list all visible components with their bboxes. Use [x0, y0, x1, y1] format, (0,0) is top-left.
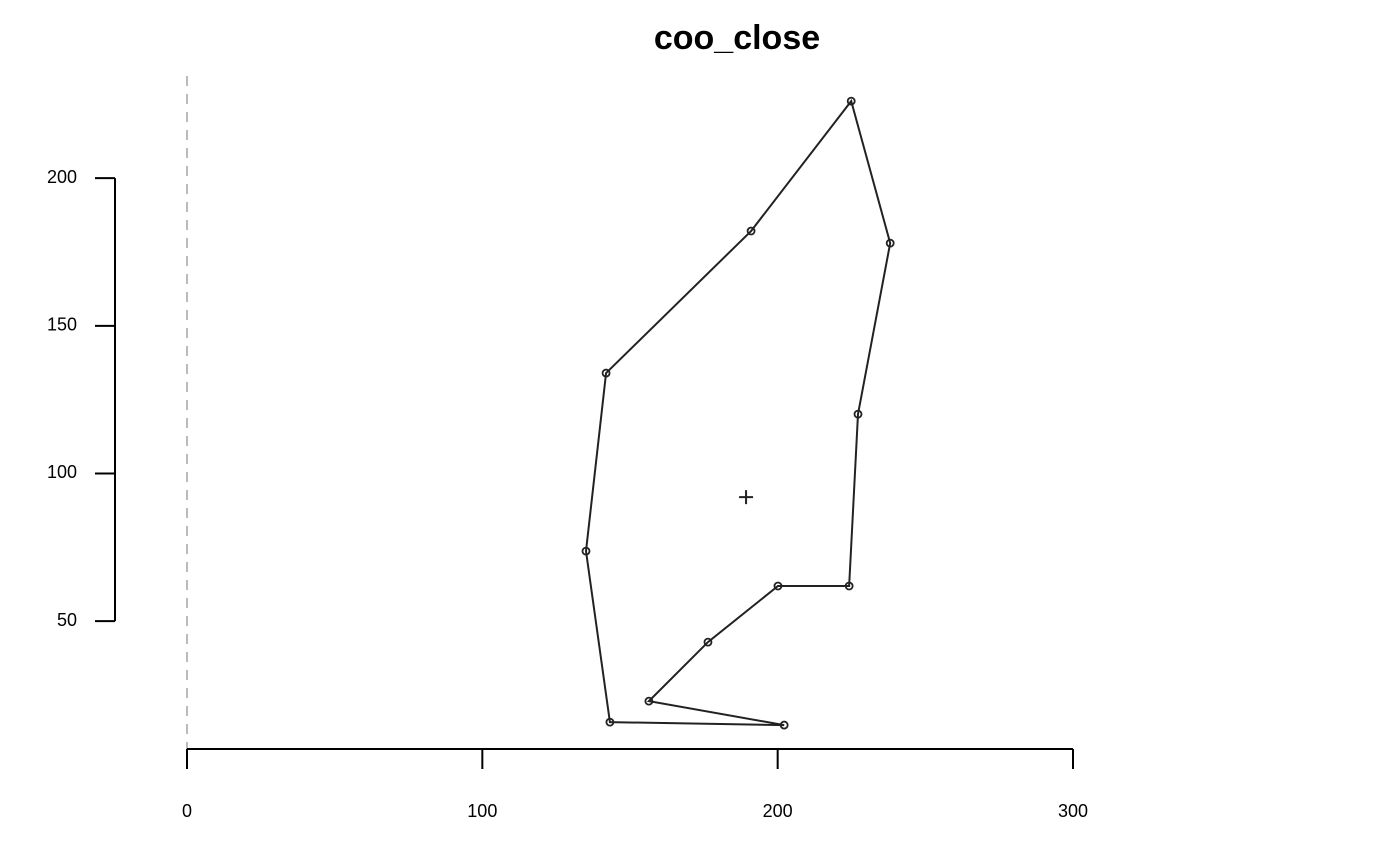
- point: [644, 696, 654, 706]
- y-tick-label: 150: [47, 315, 77, 335]
- centroid: [739, 490, 754, 505]
- x-tick-label: 0: [182, 801, 192, 821]
- point: [853, 409, 863, 419]
- point: [773, 581, 783, 591]
- point: [846, 96, 856, 106]
- y-tick-label: 200: [47, 167, 77, 187]
- outline: [584, 98, 892, 727]
- point: [746, 226, 756, 236]
- chart-title: coo_close: [654, 19, 820, 57]
- point: [703, 637, 713, 647]
- y-tick-label: 100: [47, 462, 77, 482]
- point: [844, 581, 854, 591]
- point: [885, 238, 895, 248]
- x-tick-label: 100: [467, 801, 497, 821]
- point: [581, 546, 591, 556]
- y-tick-label: 50: [57, 610, 77, 630]
- point: [601, 368, 611, 378]
- x-tick-label: 300: [1058, 801, 1088, 821]
- point: [779, 720, 789, 730]
- point: [605, 717, 615, 727]
- x-tick-label: 200: [763, 801, 793, 821]
